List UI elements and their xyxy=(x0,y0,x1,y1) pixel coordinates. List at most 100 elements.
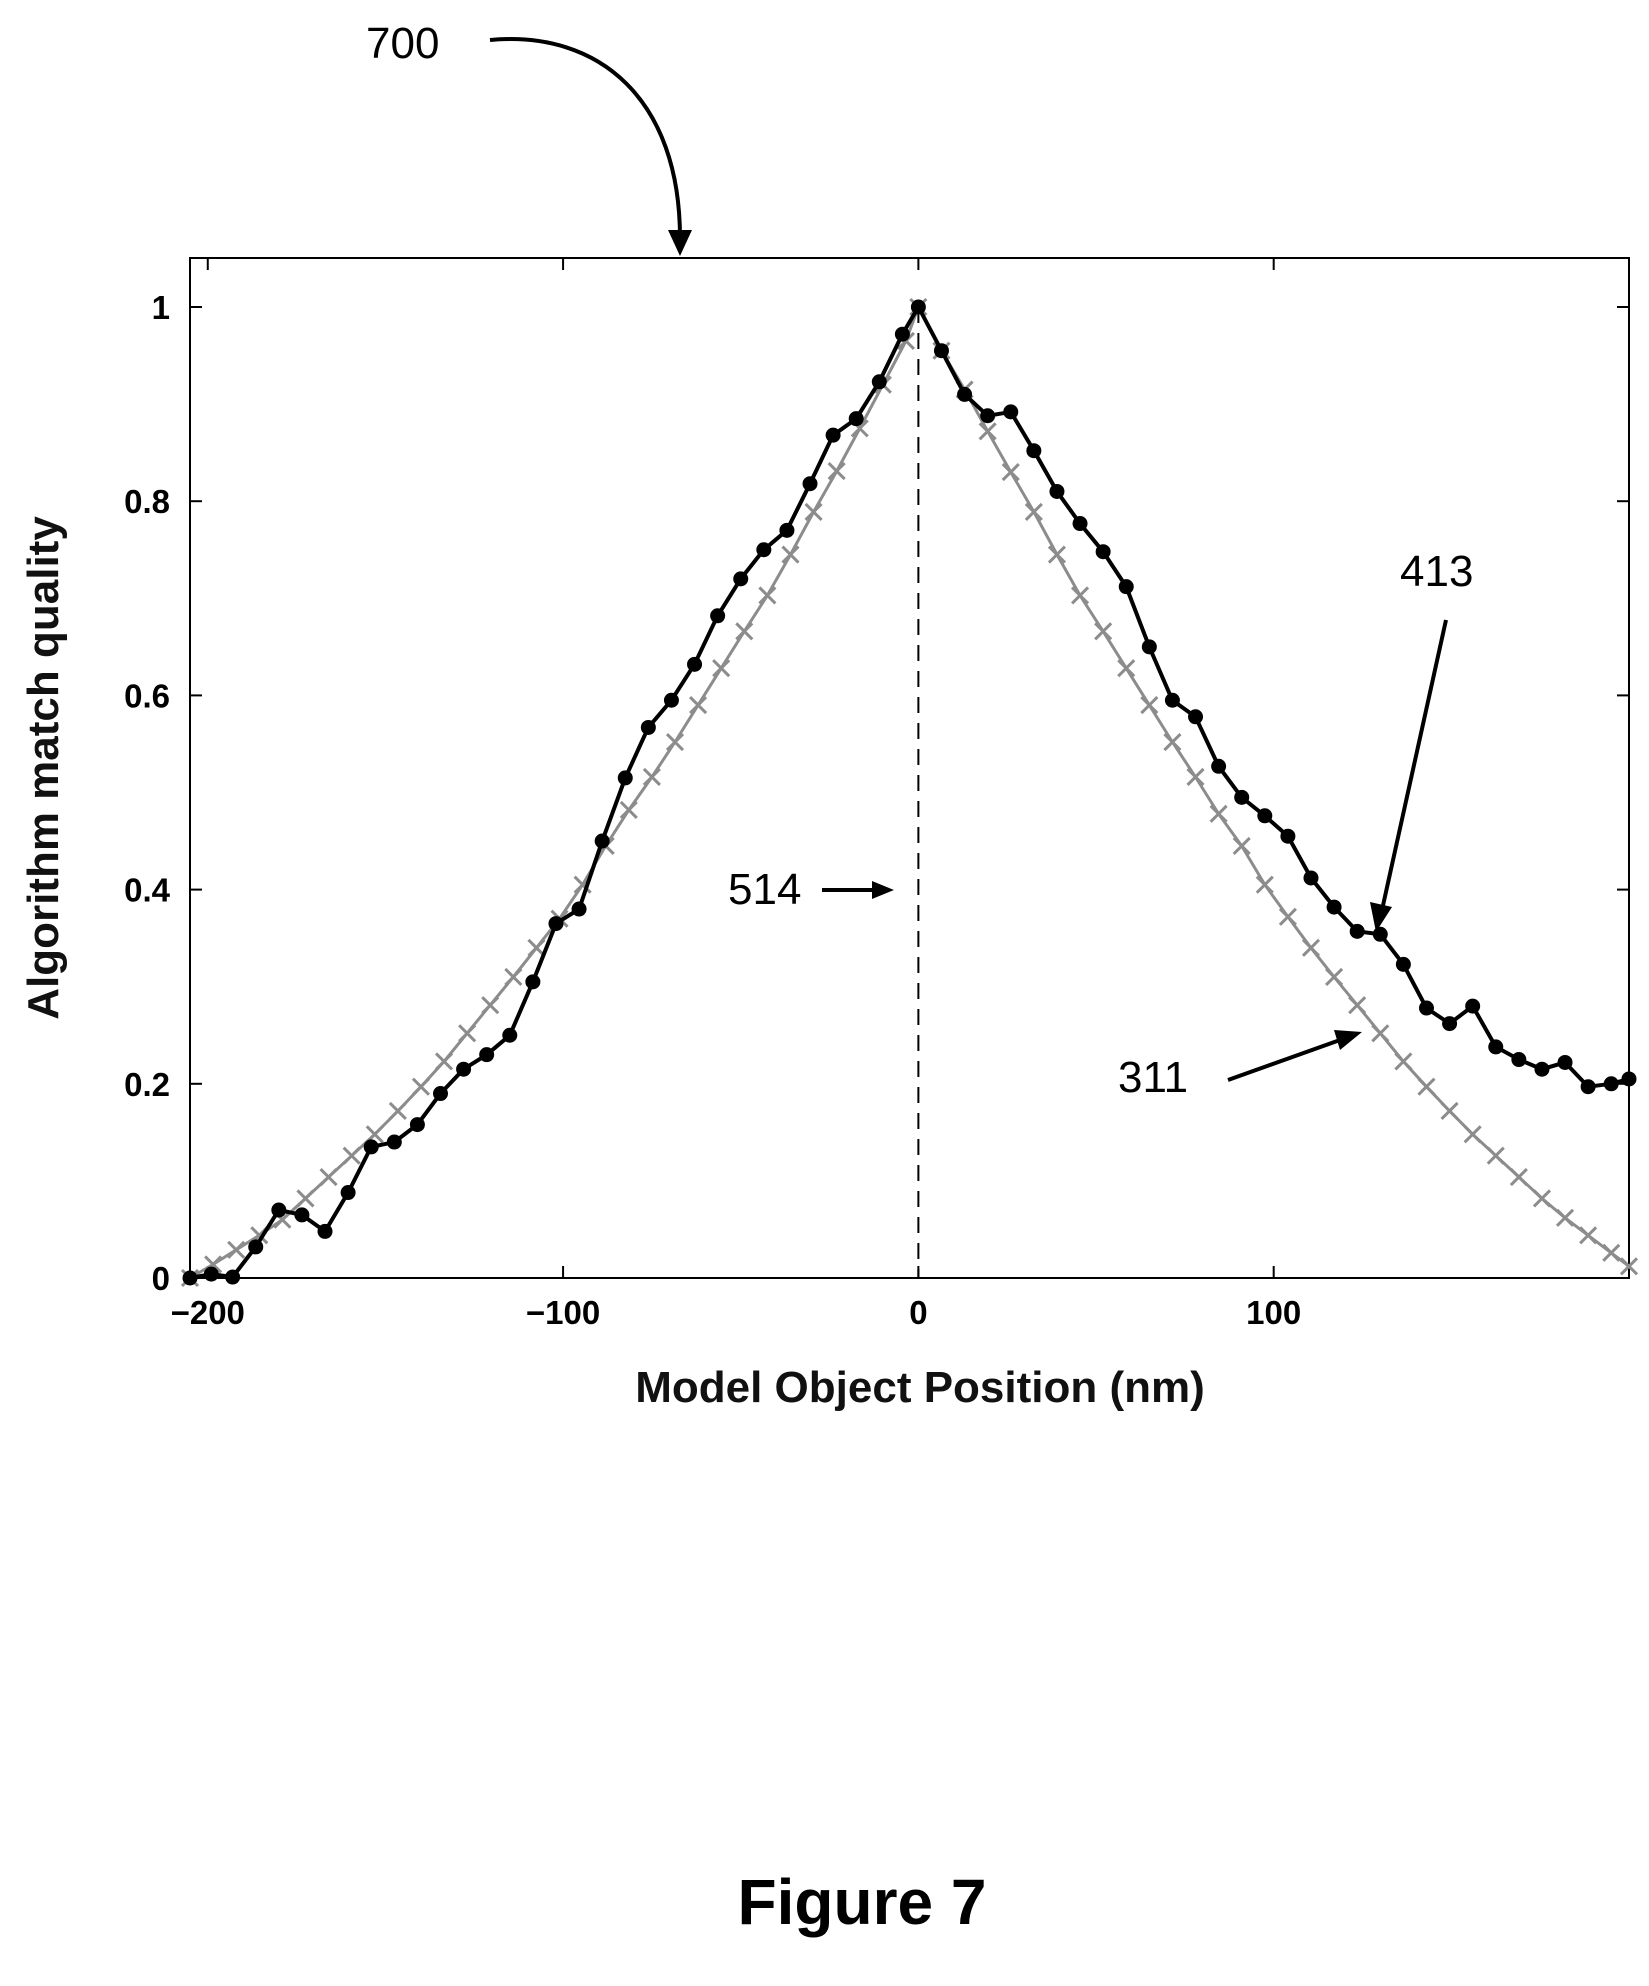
data-point-cross xyxy=(827,462,846,481)
data-point-dot xyxy=(1188,709,1204,725)
data-point-cross xyxy=(1024,502,1043,521)
data-point-cross xyxy=(1094,622,1113,641)
data-point-dot xyxy=(1442,1016,1458,1032)
data-point-cross xyxy=(388,1101,407,1121)
data-point-dot xyxy=(894,326,910,342)
data-point-dot xyxy=(617,770,633,786)
data-point-cross xyxy=(1209,804,1228,823)
data-point-dot xyxy=(640,719,656,735)
y-axis-ticks: 0 0.2 0.4 0.6 0.8 1 xyxy=(124,289,1629,1297)
y-tick-label: 0.2 xyxy=(124,1066,170,1103)
data-point-dot xyxy=(203,1266,219,1282)
data-point-dot xyxy=(363,1139,379,1155)
data-point-dot xyxy=(825,427,841,443)
data-point-dot xyxy=(910,299,926,315)
figure-caption: Figure 7 xyxy=(738,1866,987,1938)
data-point-cross xyxy=(365,1125,384,1144)
data-point-dot xyxy=(432,1086,448,1102)
series-crosses-label: 311 xyxy=(1118,1053,1188,1102)
data-point-dot xyxy=(1280,828,1296,844)
data-point-cross xyxy=(1001,463,1020,482)
data-point-cross xyxy=(735,622,754,641)
data-point-cross xyxy=(227,1240,246,1259)
x-axis-ticks: −200 −100 0 100 xyxy=(171,258,1301,1331)
data-point-cross xyxy=(1186,767,1205,787)
data-point-cross xyxy=(1417,1077,1436,1096)
data-point-cross xyxy=(1394,1052,1413,1071)
data-point-dot xyxy=(594,833,610,849)
data-point-dot xyxy=(1372,926,1388,942)
data-point-cross xyxy=(1440,1101,1459,1121)
data-point-dot xyxy=(1141,639,1157,655)
data-point-dot xyxy=(317,1223,333,1239)
data-point-cross xyxy=(1047,545,1067,564)
data-point-cross xyxy=(665,732,685,752)
center-line-label: 514 xyxy=(728,865,801,914)
data-point-dot xyxy=(1303,870,1319,886)
data-point-cross xyxy=(411,1077,431,1096)
series-dots xyxy=(182,299,1637,1286)
data-point-dot xyxy=(1488,1039,1504,1055)
data-point-cross xyxy=(458,1024,477,1043)
data-point-dot xyxy=(756,542,772,558)
y-tick-label: 0 xyxy=(152,1260,170,1297)
data-point-cross xyxy=(689,696,708,715)
data-point-cross xyxy=(1255,875,1274,894)
data-point-dot xyxy=(1003,404,1019,420)
data-point-cross xyxy=(1140,696,1159,715)
data-point-cross xyxy=(758,586,777,605)
data-point-cross xyxy=(342,1146,361,1165)
series-dots-line xyxy=(189,302,1630,1280)
data-point-dot xyxy=(957,386,973,402)
data-point-cross xyxy=(296,1189,315,1208)
data-point-dot xyxy=(1621,1071,1637,1087)
data-point-cross xyxy=(1371,1024,1390,1043)
data-point-dot xyxy=(1534,1061,1550,1077)
data-point-cross xyxy=(1278,907,1297,926)
x-tick-label: 0 xyxy=(909,1294,927,1331)
x-tick-label: −100 xyxy=(526,1294,600,1331)
series-crosses xyxy=(180,297,1639,1288)
data-point-dot xyxy=(1557,1054,1573,1070)
data-point-dot xyxy=(1211,758,1227,774)
data-point-cross xyxy=(1532,1189,1552,1208)
data-point-dot xyxy=(248,1239,264,1255)
data-point-dot xyxy=(409,1117,425,1133)
data-point-cross xyxy=(1486,1146,1505,1165)
y-axis-title: Algorithm match quality xyxy=(19,516,68,1020)
x-tick-label: −200 xyxy=(171,1294,245,1331)
figure-reference-arrow xyxy=(489,37,682,239)
series-dots-label-arrowhead xyxy=(1370,902,1392,932)
data-point-dot xyxy=(571,901,587,917)
y-tick-label: 0.8 xyxy=(124,483,170,520)
data-point-dot xyxy=(663,692,679,708)
data-point-dot xyxy=(271,1202,287,1218)
data-point-dot xyxy=(1465,998,1481,1014)
series-crosses-line xyxy=(189,303,1630,1280)
data-point-cross xyxy=(1619,1257,1639,1276)
data-point-dot xyxy=(1118,579,1134,595)
data-point-cross xyxy=(434,1052,454,1071)
data-point-cross xyxy=(1117,659,1136,678)
data-point-dot xyxy=(386,1134,402,1150)
center-line-label-arrowhead xyxy=(872,881,894,899)
data-point-cross xyxy=(481,996,500,1015)
data-point-cross xyxy=(1509,1167,1528,1187)
data-point-cross xyxy=(1555,1208,1575,1227)
data-point-dot xyxy=(1511,1052,1527,1068)
data-point-dot xyxy=(1234,789,1250,805)
series-dots-label: 413 xyxy=(1400,547,1473,596)
figure-reference-arrowhead xyxy=(668,230,692,256)
data-point-dot xyxy=(802,476,818,492)
data-point-dot xyxy=(687,656,703,672)
y-tick-label: 0.4 xyxy=(124,872,171,909)
data-point-dot xyxy=(1095,544,1111,560)
data-point-dot xyxy=(1418,1000,1434,1016)
data-point-dot xyxy=(456,1061,472,1077)
data-point-cross xyxy=(319,1167,338,1187)
data-point-dot xyxy=(294,1207,310,1223)
data-point-dot xyxy=(502,1027,518,1043)
data-point-dot xyxy=(1026,443,1042,459)
y-tick-label: 0.6 xyxy=(124,677,170,714)
